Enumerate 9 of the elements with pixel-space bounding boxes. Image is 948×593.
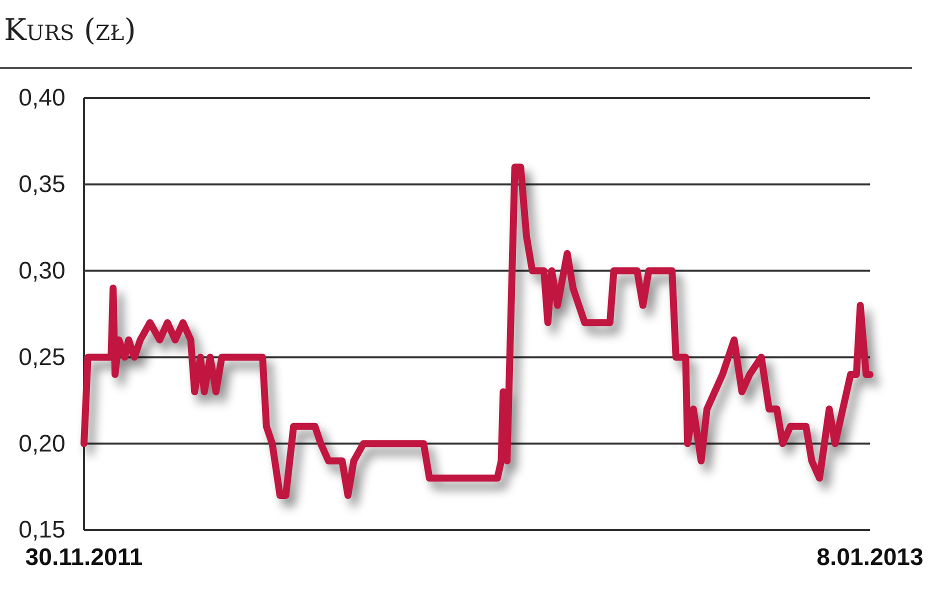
y-tick-label: 0,30 xyxy=(18,257,66,284)
y-tick-label: 0,20 xyxy=(18,430,66,458)
chart-subtitle: Kurs (zł) xyxy=(4,13,136,48)
x-tick-label: 30.11.2011 xyxy=(25,544,143,572)
y-tick-label: 0,35 xyxy=(18,171,66,198)
x-tick-label: 8.01.2013 xyxy=(816,544,924,572)
y-tick-label: 0,40 xyxy=(18,84,66,112)
y-tick-label: 0,15 xyxy=(18,516,66,544)
y-tick-label: 0,25 xyxy=(18,344,66,371)
